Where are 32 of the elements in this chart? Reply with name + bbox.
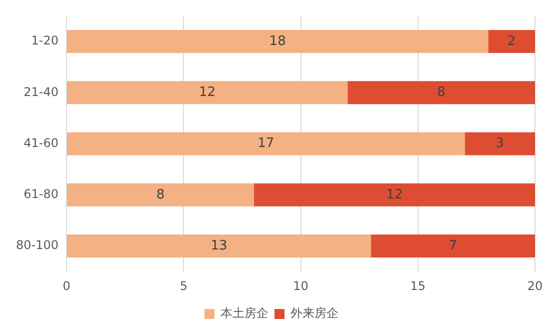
- bar: [488, 30, 535, 54]
- bar: [67, 183, 254, 206]
- data-label: 12: [386, 187, 403, 202]
- bar: [67, 81, 348, 104]
- data-label: 17: [258, 136, 274, 152]
- y-tick-label: 80-100: [16, 238, 59, 252]
- data-label: 2: [507, 34, 516, 49]
- bar: [254, 183, 535, 206]
- bar: [67, 30, 488, 54]
- y-tick-label: 61-80: [24, 187, 59, 202]
- x-tick-label: 5: [180, 278, 188, 293]
- bar: [464, 132, 535, 156]
- data-label: 8: [437, 85, 446, 100]
- data-label: 13: [210, 238, 228, 254]
- legend-label: 本土房企: [220, 306, 268, 320]
- x-tick-label: 20: [527, 278, 543, 293]
- x-tick-label: 10: [293, 278, 308, 293]
- data-label: 7: [448, 238, 458, 254]
- y-tick-label: 21-40: [24, 84, 59, 99]
- data-label: 3: [496, 136, 504, 152]
- x-tick-label: 15: [410, 278, 426, 293]
- x-tick-label: 0: [62, 278, 70, 293]
- bar: [67, 234, 372, 258]
- y-tick-label: 41-60: [24, 136, 59, 150]
- legend-label: 外来房企: [290, 306, 338, 320]
- data-label: 8: [156, 187, 165, 202]
- bar: [67, 132, 465, 156]
- y-tick-label: 1-20: [31, 34, 59, 48]
- data-label: 12: [199, 85, 216, 100]
- data-label: 18: [269, 34, 286, 49]
- bar: [371, 234, 535, 258]
- bar: [348, 81, 535, 104]
